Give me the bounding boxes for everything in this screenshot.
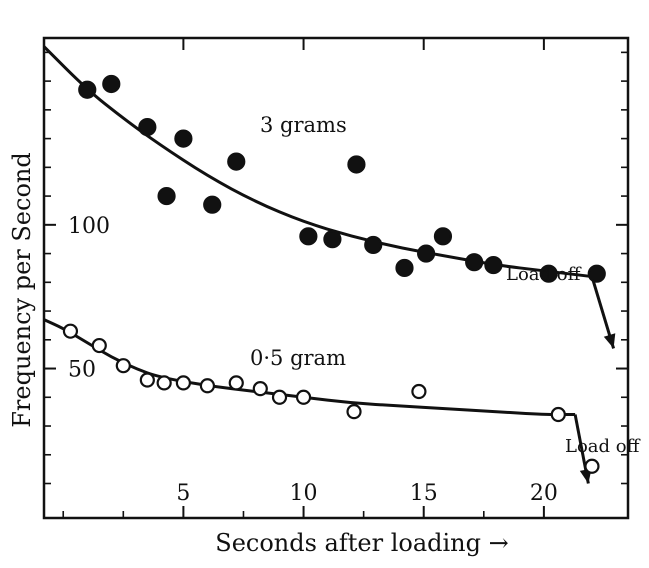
data-point-3-grams <box>102 74 121 94</box>
data-point-3-grams <box>203 195 222 214</box>
data-point-3-grams <box>299 227 318 246</box>
points-layer <box>62 74 606 474</box>
series-label-half-gram: 0·5 gram <box>250 346 346 370</box>
x-tick-label: 15 <box>410 481 438 506</box>
y-tick-label: 50 <box>68 358 96 383</box>
data-point-3-grams <box>465 253 484 272</box>
x-axis-label: Seconds after loading → <box>215 529 508 557</box>
load-off-arrowhead-series-0 <box>603 333 616 349</box>
data-point-3-grams <box>395 258 414 278</box>
data-point-half-gram <box>199 378 216 394</box>
fit-curve-series-0 <box>42 45 593 279</box>
plot-frame <box>42 36 630 520</box>
x-tick-label: 10 <box>290 481 318 506</box>
ticks-layer: 5 10 15 20 50 100 <box>44 38 628 518</box>
data-point-3-grams <box>323 230 342 249</box>
data-point-3-grams <box>138 118 157 137</box>
data-point-half-gram <box>175 375 191 391</box>
data-point-half-gram <box>550 406 566 423</box>
x-tick-label: 5 <box>176 481 190 506</box>
y-axis-label: Frequency per Second <box>8 152 36 427</box>
data-point-half-gram <box>228 375 244 391</box>
data-point-half-gram <box>91 337 107 354</box>
data-point-3-grams <box>227 152 246 171</box>
data-point-3-grams <box>433 227 453 246</box>
series-label-3-grams: 3 grams <box>260 113 347 137</box>
data-point-half-gram <box>411 383 427 400</box>
data-point-3-grams <box>484 255 503 275</box>
y-tick-label: 100 <box>68 214 110 239</box>
data-point-3-grams <box>347 155 366 174</box>
data-point-half-gram <box>62 323 79 339</box>
data-point-half-gram <box>252 381 268 397</box>
data-point-3-grams <box>157 186 176 206</box>
data-point-half-gram <box>271 389 288 405</box>
data-point-3-grams <box>78 80 97 99</box>
load-off-label-upper: Load off <box>506 264 582 285</box>
data-point-3-grams <box>174 129 193 148</box>
load-off-label-lower: Load off <box>565 436 641 457</box>
data-point-3-grams <box>587 264 606 283</box>
data-point-half-gram <box>156 375 172 391</box>
data-point-3-grams <box>417 244 436 263</box>
data-point-half-gram <box>346 404 362 420</box>
data-point-half-gram <box>139 372 155 388</box>
data-point-half-gram <box>115 358 131 374</box>
data-point-3-grams <box>364 235 383 255</box>
x-tick-label: 20 <box>530 481 558 506</box>
data-point-3-grams <box>539 264 558 283</box>
data-point-half-gram <box>295 389 312 405</box>
data-point-half-gram <box>584 458 600 474</box>
